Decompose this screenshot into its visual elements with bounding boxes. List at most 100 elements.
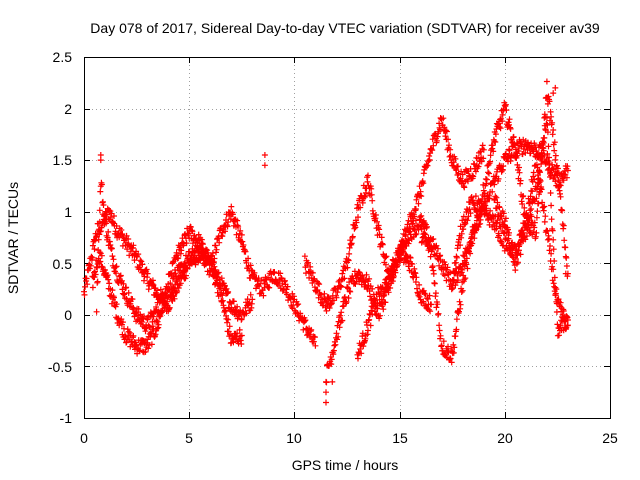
data-point <box>261 162 268 169</box>
data-point <box>163 300 170 307</box>
data-point <box>434 301 441 308</box>
data-point <box>367 322 374 329</box>
data-point <box>367 293 374 300</box>
data-point <box>550 90 557 97</box>
data-point <box>473 223 480 230</box>
data-point <box>335 333 342 340</box>
x-tick-labels: 0 5 10 15 20 25 <box>80 430 618 446</box>
data-point <box>456 308 462 315</box>
data-point <box>112 264 119 271</box>
data-point <box>458 289 465 295</box>
data-point <box>546 235 552 242</box>
data-point <box>218 298 225 305</box>
data-point <box>135 251 142 258</box>
data-point <box>489 188 496 195</box>
data-point <box>89 284 96 291</box>
data-point <box>445 349 452 356</box>
data-point <box>131 257 138 264</box>
data-point <box>354 201 361 208</box>
data-point <box>517 251 524 258</box>
data-point <box>407 254 414 261</box>
data-point <box>271 269 278 275</box>
data-point <box>113 263 120 270</box>
data-point <box>432 290 439 297</box>
data-point <box>541 134 548 141</box>
data-point <box>445 343 451 350</box>
data-point <box>92 237 98 244</box>
data-point <box>455 277 461 284</box>
data-point <box>323 298 329 305</box>
data-point <box>382 299 389 306</box>
data-point <box>172 285 178 292</box>
data-point <box>341 275 348 282</box>
data-point <box>563 263 570 269</box>
data-point <box>211 269 218 276</box>
y-tick-labels: -1 -0.5 0 0.5 1 1.5 2 2.5 <box>48 49 72 426</box>
data-point <box>551 258 558 264</box>
data-point <box>111 294 117 301</box>
data-point <box>534 208 541 215</box>
data-point <box>238 315 245 322</box>
y-tick-label: 2.5 <box>53 49 73 65</box>
data-point <box>465 178 471 185</box>
data-point <box>498 213 505 220</box>
data-point <box>510 133 517 140</box>
data-point <box>437 126 444 133</box>
data-point <box>166 304 173 311</box>
data-point <box>387 285 394 291</box>
data-point <box>187 224 194 230</box>
data-point <box>539 138 546 145</box>
data-point <box>543 120 550 127</box>
data-point <box>98 263 105 270</box>
data-point <box>485 169 491 176</box>
data-point <box>554 172 561 179</box>
data-point <box>523 233 530 239</box>
data-point <box>378 234 385 241</box>
data-point <box>125 236 132 242</box>
data-point <box>333 294 340 301</box>
data-point <box>314 287 321 293</box>
data-point <box>130 304 137 311</box>
data-point <box>339 270 346 277</box>
data-point <box>315 280 322 287</box>
data-point <box>119 319 126 326</box>
data-point <box>506 147 513 154</box>
data-point <box>225 219 232 225</box>
data-point <box>464 217 471 224</box>
data-point <box>225 288 232 295</box>
data-point <box>137 257 144 264</box>
data-point <box>209 261 216 268</box>
data-point <box>238 231 245 238</box>
data-point <box>93 308 100 315</box>
data-point <box>554 165 561 172</box>
data-point <box>123 232 130 239</box>
y-tick-label: -1 <box>60 410 73 426</box>
data-point <box>87 262 94 269</box>
y-tick-label: -0.5 <box>48 359 72 375</box>
data-point <box>356 269 363 276</box>
data-point <box>130 242 137 249</box>
data-point <box>94 278 101 285</box>
data-point <box>547 190 554 196</box>
data-point <box>359 330 366 337</box>
data-point <box>217 284 224 290</box>
data-point <box>337 312 344 319</box>
data-point <box>486 195 493 202</box>
data-point <box>463 261 470 268</box>
data-point <box>494 217 501 224</box>
chart-title: Day 078 of 2017, Sidereal Day-to-day VTE… <box>90 20 600 36</box>
data-point <box>544 150 551 157</box>
data-point <box>502 215 509 222</box>
data-point <box>550 127 557 133</box>
data-point <box>563 254 570 261</box>
data-point <box>549 119 556 126</box>
grid <box>84 57 610 418</box>
data-point <box>260 292 267 299</box>
data-point <box>383 253 390 260</box>
data-point <box>533 229 540 236</box>
data-point <box>302 317 309 324</box>
data-point <box>538 152 545 159</box>
data-point <box>238 332 245 339</box>
data-point <box>480 187 487 194</box>
data-point <box>363 271 370 278</box>
